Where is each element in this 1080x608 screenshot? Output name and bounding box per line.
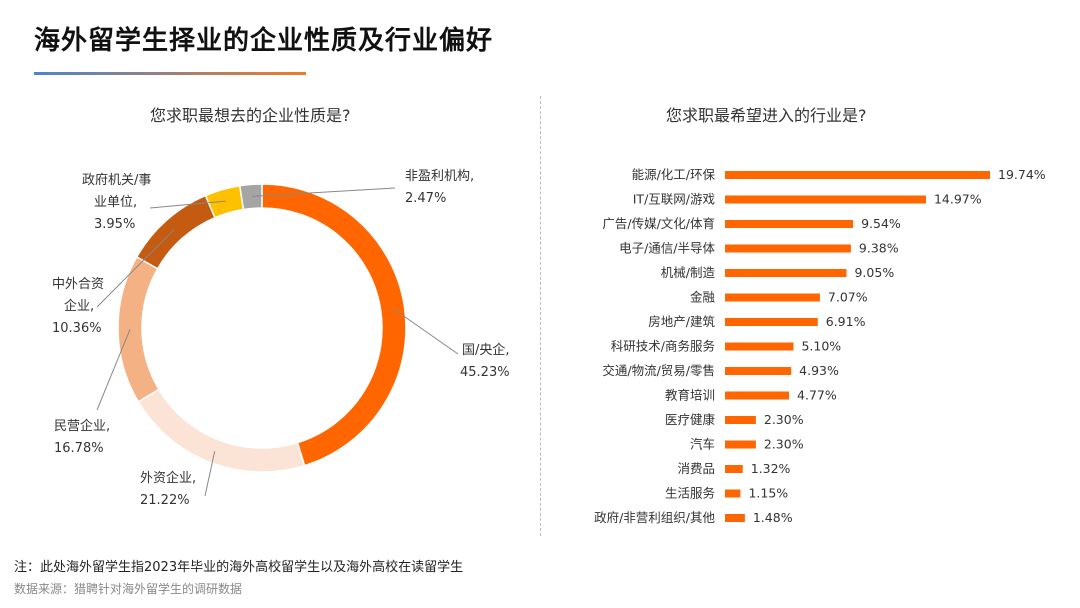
slice-label: 中外合资 bbox=[52, 277, 104, 292]
bar-category-label: 金融 bbox=[690, 290, 716, 305]
bar-category-label: 能源/化工/环保 bbox=[632, 167, 716, 182]
bar-value-label: 2.30% bbox=[764, 412, 804, 427]
slice-value-label: 21.22% bbox=[140, 493, 190, 508]
bar-chart-title: 您求职最希望进入的行业是? bbox=[666, 106, 867, 125]
slice-label: 外资企业, bbox=[140, 470, 196, 486]
bar-category-label: 机械/制造 bbox=[661, 265, 716, 280]
bar-value-label: 5.10% bbox=[801, 339, 841, 354]
bar bbox=[725, 195, 926, 204]
slice-value-label: 3.95% bbox=[94, 217, 135, 232]
slice-label: 民营企业, bbox=[54, 418, 110, 434]
bar bbox=[725, 220, 854, 228]
bar-value-label: 14.97% bbox=[934, 192, 982, 207]
section-divider bbox=[540, 96, 541, 536]
bar-category-label: 电子/通信/半导体 bbox=[619, 241, 715, 256]
bar-category-label: 科研技术/商务服务 bbox=[611, 339, 715, 354]
bar-value-label: 9.05% bbox=[854, 265, 894, 280]
slice-value-label: 45.23% bbox=[460, 365, 510, 380]
slice-label: 企业, bbox=[64, 298, 94, 314]
bar-category-label: 交通/物流/贸易/零售 bbox=[602, 363, 715, 378]
page-title: 海外留学生择业的企业性质及行业偏好 bbox=[34, 26, 494, 56]
bar-category-label: 消费品 bbox=[677, 461, 715, 476]
bar-value-label: 1.15% bbox=[748, 486, 788, 501]
leader-line bbox=[204, 451, 216, 497]
bar-category-label: IT/互联网/游戏 bbox=[633, 192, 715, 207]
bar bbox=[725, 514, 745, 522]
bar-value-label: 1.48% bbox=[753, 510, 793, 525]
bar bbox=[725, 318, 818, 326]
bar bbox=[725, 391, 790, 400]
donut-slice bbox=[137, 388, 306, 473]
bar-value-label: 1.32% bbox=[751, 461, 791, 476]
bar bbox=[725, 342, 794, 351]
leader-line bbox=[96, 329, 131, 411]
bar-category-label: 教育培训 bbox=[665, 388, 715, 403]
donut-slice bbox=[238, 183, 263, 211]
bar bbox=[725, 489, 741, 498]
donut-slice bbox=[261, 183, 407, 467]
bar bbox=[725, 293, 820, 302]
bar-value-label: 6.91% bbox=[826, 314, 866, 329]
slice-label: 国/央企, bbox=[462, 342, 510, 358]
slice-label: 政府机关/事 bbox=[82, 173, 151, 188]
slice-value-label: 10.36% bbox=[52, 321, 102, 336]
bar-value-label: 7.07% bbox=[828, 290, 868, 305]
footnote: 注：此处海外留学生指2023年毕业的海外高校留学生以及海外高校在读留学生 bbox=[14, 560, 464, 575]
leader-line bbox=[96, 229, 175, 308]
bar-category-label: 广告/传媒/文化/体育 bbox=[602, 216, 715, 231]
data-source: 数据来源：猎聘针对海外留学生的调研数据 bbox=[14, 582, 243, 596]
slice-value-label: 2.47% bbox=[405, 191, 446, 206]
bar-value-label: 4.77% bbox=[797, 388, 837, 403]
bar-chart: 能源/化工/环保 19.74% IT/互联网/游戏 14.97% 广告/传媒/文化/体育… bbox=[594, 167, 1046, 525]
bar-category-label: 汽车 bbox=[690, 437, 715, 452]
bar bbox=[725, 465, 743, 473]
bar-value-label: 4.93% bbox=[799, 363, 839, 378]
bar-category-label: 房地产/建筑 bbox=[648, 314, 715, 329]
bar bbox=[725, 244, 851, 253]
bar-category-label: 医疗健康 bbox=[665, 412, 716, 427]
leader-line bbox=[251, 187, 396, 197]
bar bbox=[725, 171, 990, 179]
bar bbox=[725, 416, 756, 424]
bar bbox=[725, 269, 847, 277]
slice-label: 业单位, bbox=[94, 195, 137, 210]
bar-value-label: 2.30% bbox=[764, 437, 804, 452]
bar-value-label: 19.74% bbox=[998, 167, 1046, 182]
slice-label: 非盈利机构, bbox=[405, 169, 474, 184]
bar bbox=[725, 367, 792, 375]
bar bbox=[725, 440, 756, 449]
slice-value-label: 16.78% bbox=[54, 441, 104, 456]
leader-line bbox=[149, 200, 226, 209]
bar-value-label: 9.38% bbox=[859, 241, 899, 256]
bar-category-label: 生活服务 bbox=[665, 486, 715, 501]
leader-line bbox=[392, 307, 459, 355]
donut-chart: 国/央企, 45.23% 外资企业, 21.22% 民营企业, 16.78% 中外合资企业,… bbox=[52, 169, 510, 508]
donut-slice bbox=[117, 255, 160, 403]
pie-chart-title: 您求职最想去的企业性质是? bbox=[150, 106, 351, 125]
bar-value-label: 9.54% bbox=[861, 216, 901, 231]
title-underline bbox=[34, 72, 306, 75]
bar-category-label: 政府/非营利组织/其他 bbox=[594, 510, 715, 525]
donut-slice bbox=[135, 194, 216, 270]
